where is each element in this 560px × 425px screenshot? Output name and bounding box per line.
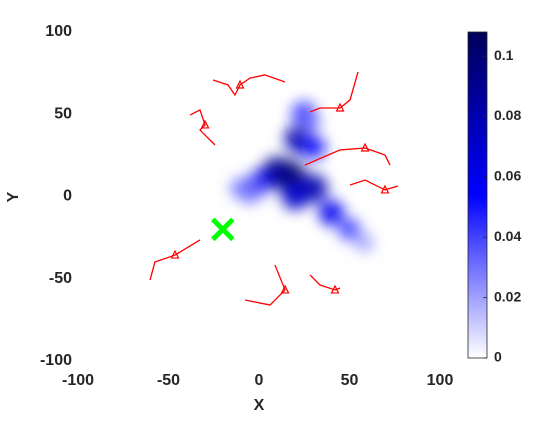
y-tick-label: 0 [63,188,72,205]
trajectory-marker [360,142,370,152]
trajectory-marker [380,184,390,194]
trajectory [212,74,286,97]
y-tick-label: 100 [45,23,72,40]
trajectory [189,109,216,146]
x-tick-label: -50 [157,372,180,389]
x-tick-label: 50 [341,372,359,389]
density-cell [301,135,326,160]
trajectory [244,264,286,306]
trajectory-marker [330,284,340,294]
colorbar-tick-label: 0 [494,349,502,365]
trajectory-marker [280,284,290,294]
trajectory-marker [170,249,180,259]
y-tick-label: -50 [49,270,72,287]
trajectory [349,179,399,191]
trajectory-marker [200,119,210,129]
density-cell [354,232,374,253]
trajectory [309,71,359,113]
colorbar [467,31,488,359]
density-map [230,102,374,253]
trajectory [304,147,391,166]
density-cell [299,112,321,133]
colorbar-tick-label: 0.08 [494,107,521,123]
y-axis-label: Y [5,191,22,202]
x-tick-label: 100 [427,372,454,389]
y-tick-label: -100 [40,352,72,369]
density-cell [239,182,261,204]
colorbar-tick-label: 0.1 [494,47,514,63]
target-marker [211,217,235,242]
trajectory [149,239,201,281]
colorbar-tick-label: 0.06 [494,168,521,184]
colorbar-tick-label: 0.04 [494,228,521,244]
density-cell [338,218,361,241]
y-tick-label: 50 [54,105,72,122]
trajectory-marker [235,79,245,89]
x-axis-label: X [254,397,265,414]
x-tick-label: 0 [255,372,264,389]
trajectory-marker [335,102,345,112]
density-cell [281,182,309,211]
x-tick-label: -100 [62,372,94,389]
trajectory [309,274,341,291]
density-cell [318,200,345,226]
colorbar-tick-label: 0.02 [494,288,521,304]
